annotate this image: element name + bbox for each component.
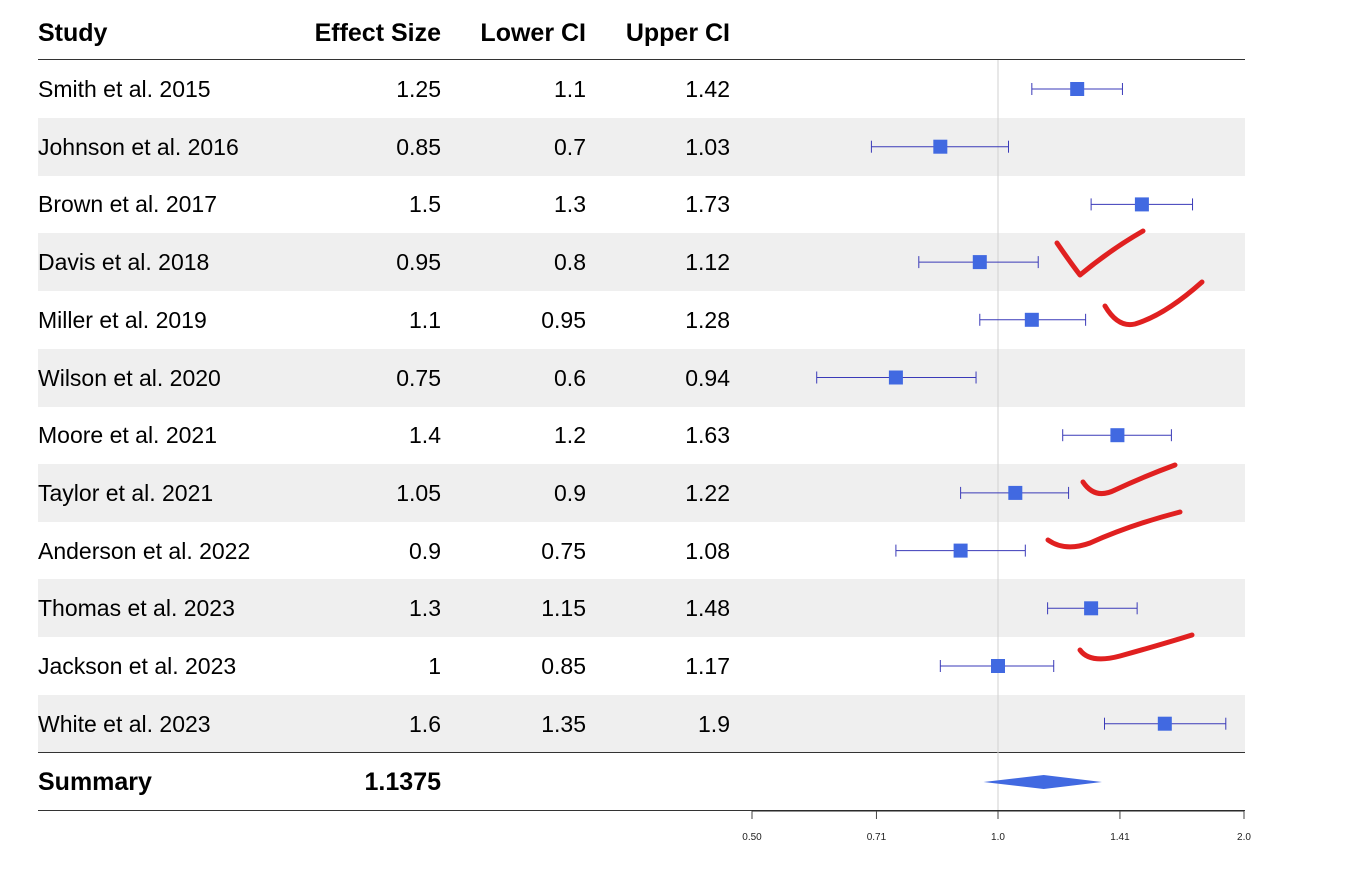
table-row: Thomas et al. 2023 1.3 1.15 1.48 — [38, 579, 1245, 638]
table-row: White et al. 2023 1.6 1.35 1.9 — [38, 694, 1245, 753]
header-effect-size: Effect Size — [314, 19, 441, 47]
study-name: Brown et al. 2017 — [38, 191, 218, 218]
table-row: Smith et al. 2015 1.25 1.1 1.42 — [38, 60, 1245, 118]
effect-size: 1.1 — [409, 306, 441, 333]
study-name: Jackson et al. 2023 — [38, 653, 237, 679]
upper-ci: 1.63 — [685, 422, 730, 449]
effect-size: 1.25 — [396, 76, 441, 102]
lower-ci: 0.8 — [554, 249, 586, 276]
effect-marker — [888, 370, 903, 385]
table-row: Davis et al. 2018 0.95 0.8 1.12 — [38, 233, 1245, 292]
x-tick-label: 1.0 — [991, 832, 1005, 843]
summary-label: Summary — [38, 768, 152, 796]
effect-marker — [933, 139, 948, 154]
lower-ci: 0.85 — [541, 653, 586, 679]
table-row: Moore et al. 2021 1.4 1.2 1.63 — [38, 406, 1245, 464]
effect-size: 0.95 — [396, 249, 441, 276]
effect-size: 0.9 — [409, 537, 441, 564]
study-name: White et al. 2023 — [38, 710, 211, 737]
effect-marker — [1084, 601, 1099, 616]
upper-ci: 1.17 — [685, 653, 730, 679]
upper-ci: 0.94 — [685, 364, 730, 391]
header-study: Study — [38, 19, 108, 47]
effect-size: 1.3 — [409, 595, 441, 622]
lower-ci: 0.75 — [541, 537, 586, 564]
x-tick-label: 1.41 — [1110, 832, 1130, 843]
checkmark-annotation — [1102, 279, 1205, 328]
study-name: Johnson et al. 2016 — [38, 133, 239, 160]
study-name: Taylor et al. 2021 — [38, 479, 214, 506]
x-tick-label: 2.0 — [1237, 832, 1251, 843]
study-name: Anderson et al. 2022 — [38, 537, 251, 564]
summary-diamond — [983, 775, 1102, 789]
study-name: Miller et al. 2019 — [38, 306, 207, 333]
effect-marker — [1110, 428, 1125, 443]
study-name: Davis et al. 2018 — [38, 249, 210, 276]
upper-ci: 1.28 — [685, 306, 730, 333]
upper-ci: 1.9 — [698, 710, 730, 737]
effect-marker — [1024, 312, 1039, 327]
checkmark-annotation — [1054, 228, 1146, 278]
header-upper-ci: Upper CI — [625, 19, 730, 47]
table-row: Wilson et al. 2020 0.75 0.6 0.94 — [38, 348, 1245, 407]
lower-ci: 1.15 — [541, 595, 586, 622]
summary-value: 1.1375 — [364, 768, 441, 796]
lower-ci: 0.9 — [554, 479, 586, 506]
effect-marker — [972, 255, 987, 270]
lower-ci: 0.6 — [554, 364, 586, 391]
table-row: Johnson et al. 2016 0.85 0.7 1.03 — [38, 117, 1245, 176]
lower-ci: 1.2 — [554, 422, 586, 449]
upper-ci: 1.22 — [685, 479, 730, 506]
upper-ci: 1.12 — [685, 249, 730, 276]
effect-size: 0.75 — [396, 364, 441, 391]
upper-ci: 1.42 — [685, 76, 730, 102]
header-lower-ci: Lower CI — [480, 19, 586, 47]
upper-ci: 1.03 — [685, 133, 730, 160]
table-row: Miller et al. 2019 1.1 0.95 1.28 — [38, 291, 1245, 349]
upper-ci: 1.48 — [685, 595, 730, 622]
checkmark-annotation — [1045, 509, 1183, 550]
checkmark-annotation — [1077, 632, 1195, 662]
effect-marker — [953, 543, 968, 558]
header-rule — [38, 59, 1245, 60]
checkmark-annotation — [1080, 462, 1178, 497]
effect-marker — [1070, 82, 1085, 96]
effect-marker — [1157, 716, 1172, 731]
lower-ci: 1.35 — [541, 710, 586, 737]
study-name: Smith et al. 2015 — [38, 76, 211, 102]
x-tick-label: 0.50 — [742, 832, 762, 843]
upper-ci: 1.08 — [685, 537, 730, 564]
table-row: Brown et al. 2017 1.5 1.3 1.73 — [38, 175, 1245, 233]
table-row: Taylor et al. 2021 1.05 0.9 1.22 — [38, 463, 1245, 522]
effect-size: 1.05 — [396, 479, 441, 506]
lower-ci: 1.3 — [554, 191, 586, 218]
effect-size: 0.85 — [396, 133, 441, 160]
study-name: Moore et al. 2021 — [38, 422, 218, 449]
table-row: Jackson et al. 2023 1 0.85 1.17 — [38, 637, 1245, 695]
effect-marker — [1134, 197, 1149, 212]
effect-size: 1.4 — [409, 422, 441, 449]
study-name: Thomas et al. 2023 — [38, 595, 235, 622]
summary-bottom-rule — [38, 810, 1245, 811]
lower-ci: 0.7 — [554, 133, 586, 160]
effect-marker — [1008, 485, 1023, 500]
lower-ci: 0.95 — [541, 306, 586, 333]
x-tick-label: 0.71 — [867, 832, 887, 843]
table-row: Anderson et al. 2022 0.9 0.75 1.08 — [38, 522, 1245, 580]
summary-top-rule — [38, 752, 1245, 753]
effect-marker — [991, 659, 1005, 673]
effect-size: 1.5 — [409, 191, 441, 218]
study-name: Wilson et al. 2020 — [38, 364, 221, 391]
upper-ci: 1.73 — [685, 191, 730, 218]
effect-size: 1.6 — [409, 710, 441, 737]
lower-ci: 1.1 — [554, 76, 586, 102]
effect-size: 1 — [428, 653, 441, 679]
